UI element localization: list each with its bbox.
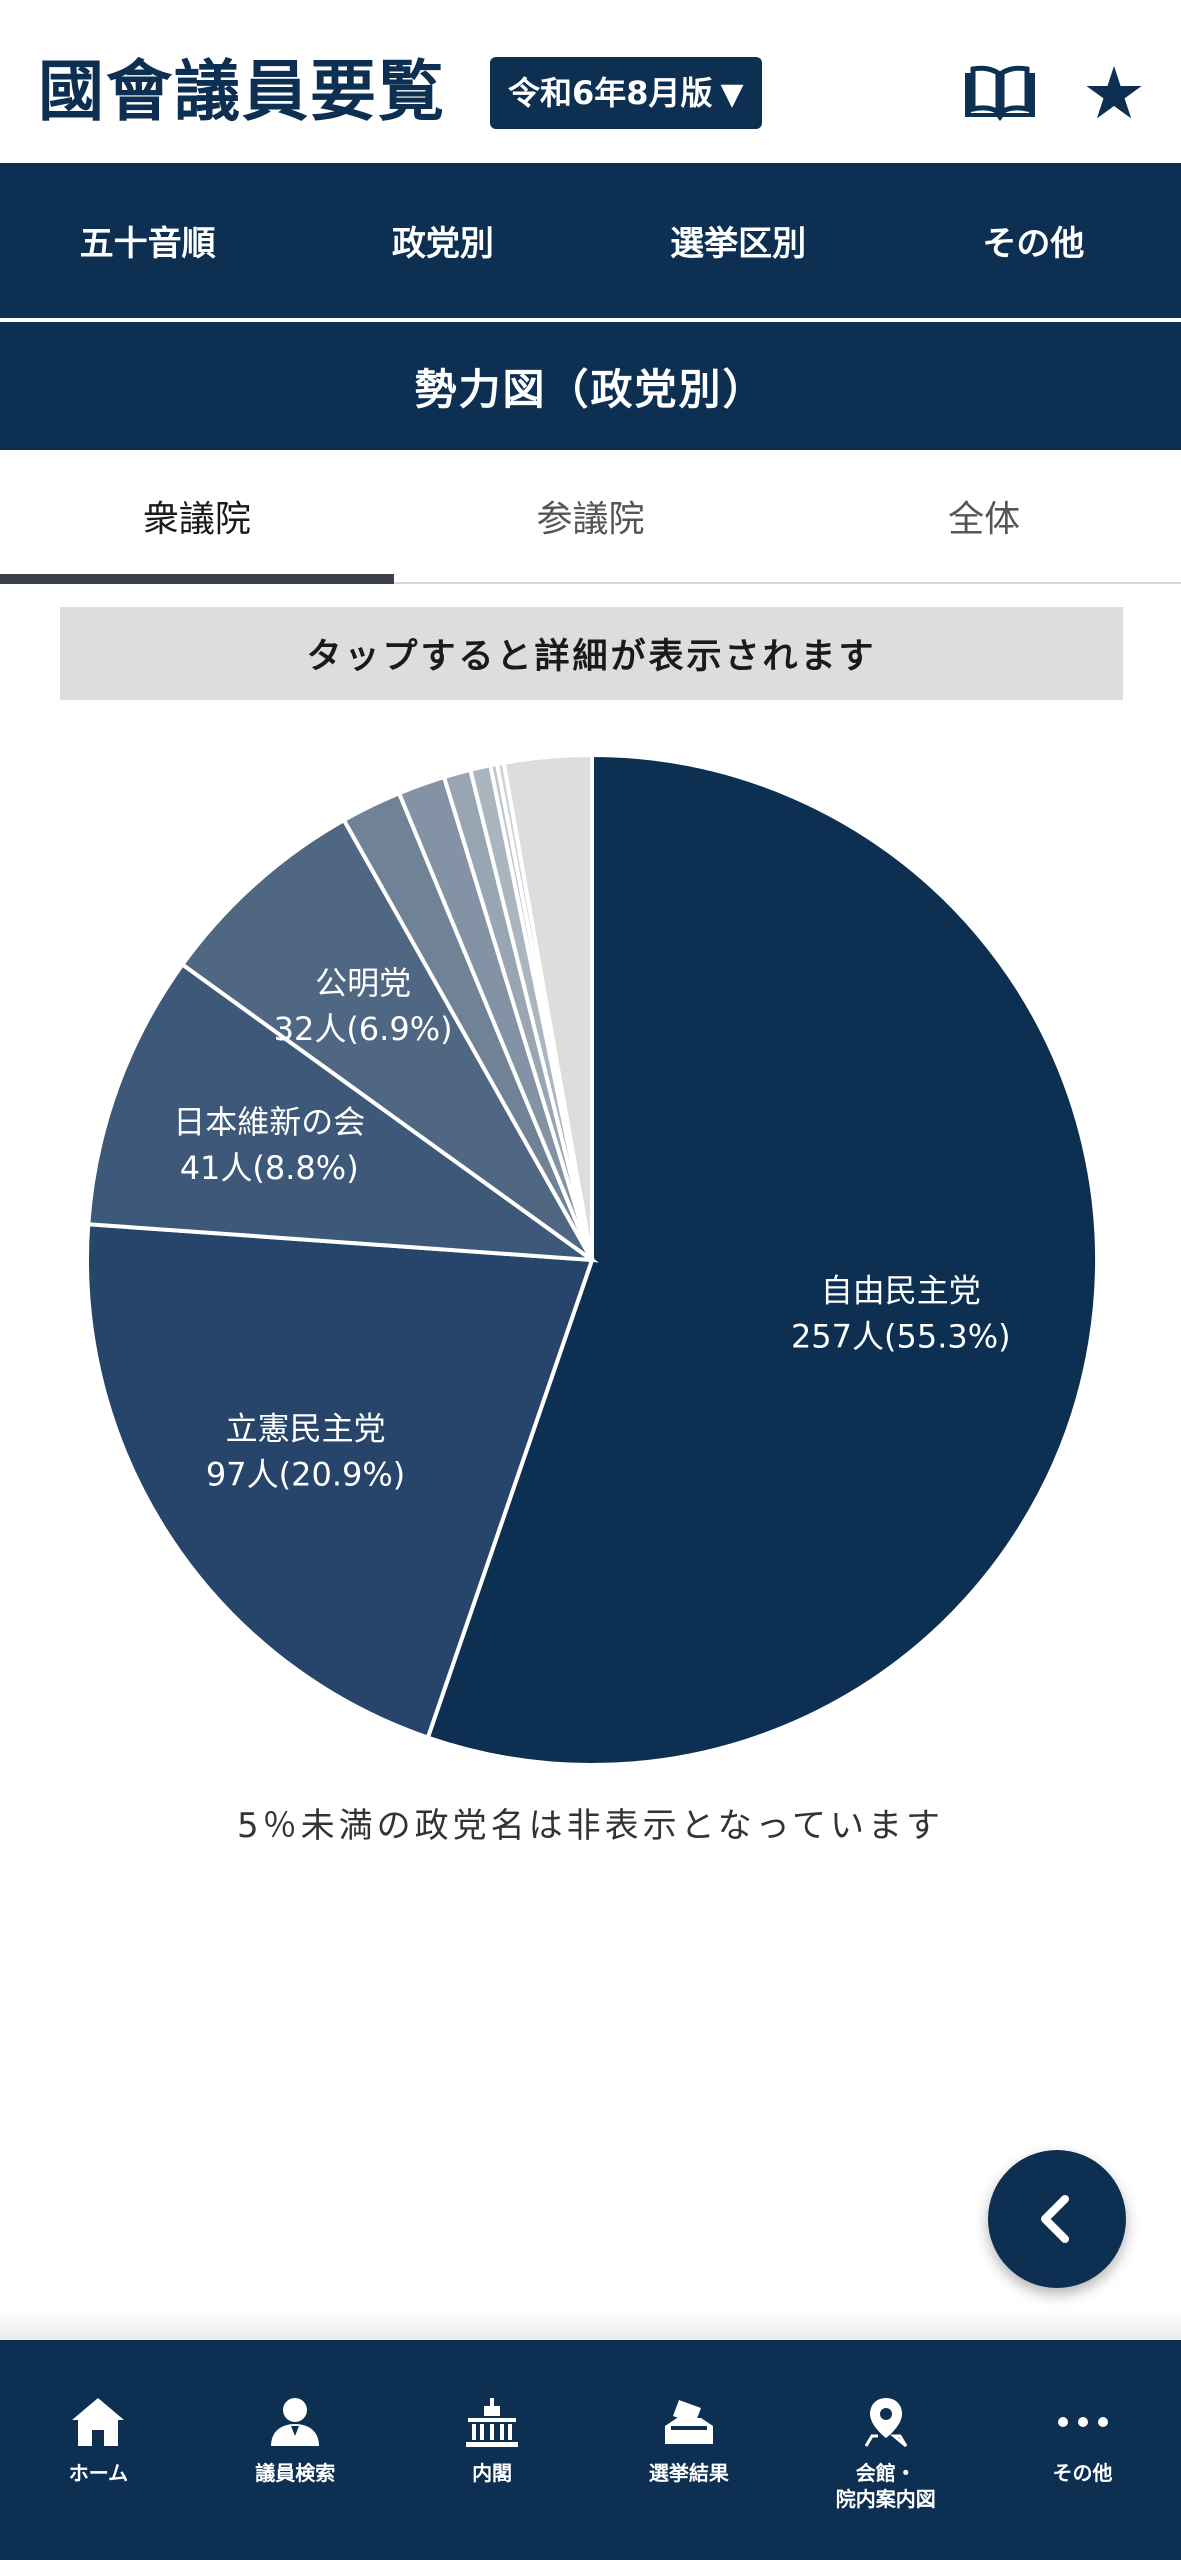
bottom-nav-label: 内閣 [472, 2461, 513, 2485]
pie-slice-value-3: 32人(6.9%) [274, 1010, 453, 1048]
bottom-nav-home[interactable]: ホーム [0, 2394, 197, 2560]
dropdown-arrow-icon: ▼ [720, 77, 744, 112]
pie-slice-value-2: 41人(8.8%) [180, 1149, 359, 1187]
more-icon [1051, 2394, 1115, 2450]
tap-hint: タップすると詳細が表示されます [60, 607, 1123, 700]
bottom-nav-label: 選挙結果 [648, 2461, 729, 2485]
bottom-nav: ホーム 議員検索 内閣 選挙結果 会館・ 院内案内図 その他 [0, 2340, 1181, 2560]
tab-house-of-representatives[interactable]: 衆議院 [0, 450, 394, 584]
edition-selector[interactable]: 令和6年8月版 ▼ [490, 57, 762, 129]
pie-slice-name-0: 自由民主党 [821, 1272, 981, 1310]
bottom-nav-cabinet[interactable]: 内閣 [394, 2394, 591, 2560]
back-button[interactable] [988, 2150, 1126, 2288]
bottom-nav-shadow [0, 2310, 1181, 2340]
tab-house-of-councillors[interactable]: 参議院 [536, 499, 645, 540]
favorite-star-icon[interactable]: ★ [1081, 51, 1147, 135]
chart-note: 5％未満の政党名は非表示となっています [237, 1806, 944, 1846]
party-pie-chart: 自由民主党 257人(55.3%) 立憲民主党 97人(20.9%) 日本維新の会 41人… [0, 720, 1181, 1780]
nav-by-party[interactable]: 政党別 [391, 224, 494, 264]
bottom-nav-building-map[interactable]: 会館・ 院内案内図 [787, 2394, 984, 2560]
main-nav: 五十音順 政党別 選挙区別 その他 [0, 163, 1181, 318]
tab-all[interactable]: 全体 [948, 499, 1021, 540]
bottom-nav-label: その他 [1052, 2461, 1113, 2485]
pie-slice-2[interactable] [86, 961, 599, 1263]
chamber-tabs: 衆議院 参議院 全体 [0, 450, 1181, 584]
nav-gojuon[interactable]: 五十音順 [79, 224, 216, 264]
bottom-nav-election-results[interactable]: 選挙結果 [590, 2394, 787, 2560]
diet-building-icon [460, 2394, 524, 2450]
nav-by-district[interactable]: 選挙区別 [670, 224, 807, 264]
nav-divider [0, 318, 1181, 322]
map-pin-icon [854, 2394, 918, 2450]
ballot-box-icon [657, 2394, 721, 2450]
bottom-nav-label: 会館・ 院内案内図 [835, 2461, 936, 2511]
home-icon [66, 2394, 130, 2450]
pie-slice-0[interactable] [425, 752, 1099, 1767]
pie-slice-10[interactable] [501, 752, 594, 1261]
app-title: 國會議員要覧 [38, 52, 446, 130]
pie-svg: 自由民主党 257人(55.3%) 立憲民主党 97人(20.9%) 日本維新の会 41人… [85, 752, 1099, 1767]
chevron-left-icon [1041, 2195, 1069, 2243]
bottom-nav-label: 議員検索 [255, 2461, 336, 2485]
pie-slice-3[interactable] [179, 817, 594, 1262]
pie-slice-value-1: 97人(20.9%) [206, 1456, 405, 1494]
app-header: 國會議員要覧 令和6年8月版 ▼ ★ [0, 0, 1181, 163]
bottom-nav-member-search[interactable]: 議員検索 [197, 2394, 394, 2560]
nav-other[interactable]: その他 [982, 224, 1085, 264]
pie-slice-value-0: 257人(55.3%) [791, 1318, 1011, 1356]
person-search-icon [263, 2394, 327, 2450]
pie-slice-name-1: 立憲民主党 [226, 1410, 386, 1448]
bottom-nav-label: ホーム [68, 2461, 129, 2485]
book-icon[interactable] [958, 58, 1042, 128]
pie-slice-name-2: 日本維新の会 [173, 1103, 365, 1141]
pie-slice-name-3: 公明党 [315, 964, 411, 1002]
bottom-nav-other[interactable]: その他 [984, 2394, 1181, 2560]
pie-slice-1[interactable] [85, 1222, 595, 1741]
pie-labels: 自由民主党 257人(55.3%) 立憲民主党 97人(20.9%) 日本維新の会 41人… [173, 964, 1010, 1494]
edition-label: 令和6年8月版 [508, 74, 713, 112]
section-title: 勢力図（政党別） [0, 322, 1181, 450]
